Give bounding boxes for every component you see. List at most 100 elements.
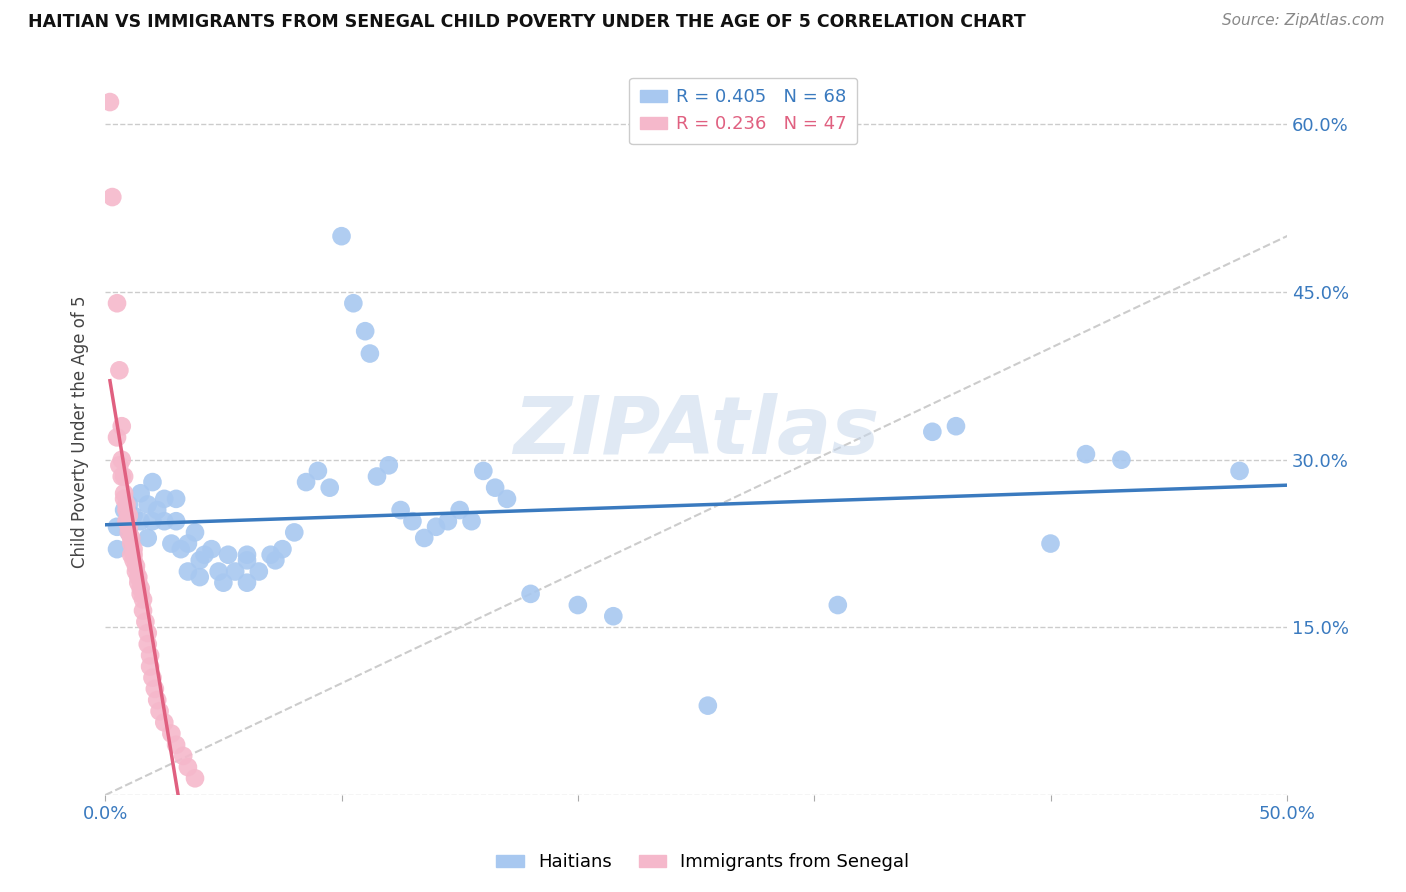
Point [472, 464, 495, 478]
Point [141, 671, 163, 685]
Point [212, 575, 235, 590]
Point [125, 558, 148, 573]
Point [112, 469, 135, 483]
Point [921, 425, 943, 439]
Point [118, 520, 141, 534]
Point [129, 582, 152, 596]
Point [519, 587, 541, 601]
Point [153, 715, 176, 730]
Point [111, 419, 134, 434]
Point [224, 565, 246, 579]
Point [602, 609, 624, 624]
Point [105, 430, 128, 444]
Point [188, 570, 211, 584]
Point [165, 738, 187, 752]
Point [139, 659, 162, 673]
Point [330, 229, 353, 244]
Point [160, 726, 183, 740]
Point [122, 548, 145, 562]
Point [127, 575, 149, 590]
Point [98, 95, 121, 109]
Point [136, 637, 159, 651]
Point [184, 772, 207, 786]
Point [115, 514, 138, 528]
Point [319, 481, 342, 495]
Legend: Haitians, Immigrants from Senegal: Haitians, Immigrants from Senegal [489, 847, 917, 879]
Point [696, 698, 718, 713]
Point [101, 190, 124, 204]
Point [271, 542, 294, 557]
Legend: R = 0.405   N = 68, R = 0.236   N = 47: R = 0.405 N = 68, R = 0.236 N = 47 [628, 78, 858, 145]
Point [165, 491, 187, 506]
Point [127, 570, 149, 584]
Point [177, 760, 200, 774]
Point [118, 525, 141, 540]
Point [118, 498, 141, 512]
Point [122, 508, 145, 523]
Text: ZIPAtlas: ZIPAtlas [513, 392, 879, 471]
Point [112, 491, 135, 506]
Point [141, 475, 163, 489]
Point [401, 514, 423, 528]
Point [193, 548, 215, 562]
Point [118, 508, 141, 523]
Point [1229, 464, 1251, 478]
Point [342, 296, 364, 310]
Point [567, 598, 589, 612]
Point [496, 491, 519, 506]
Point [141, 514, 163, 528]
Point [115, 503, 138, 517]
Point [184, 525, 207, 540]
Point [136, 626, 159, 640]
Point [1111, 452, 1133, 467]
Point [188, 553, 211, 567]
Point [112, 503, 135, 517]
Point [160, 536, 183, 550]
Point [129, 587, 152, 601]
Point [108, 458, 131, 473]
Point [378, 458, 401, 473]
Point [132, 592, 155, 607]
Point [366, 469, 388, 483]
Point [120, 531, 142, 545]
Point [153, 491, 176, 506]
Point [1039, 536, 1062, 550]
Point [389, 503, 412, 517]
Point [259, 548, 281, 562]
Point [146, 503, 169, 517]
Point [413, 531, 436, 545]
Point [105, 542, 128, 557]
Point [307, 464, 329, 478]
Point [460, 514, 482, 528]
Text: Source: ZipAtlas.com: Source: ZipAtlas.com [1222, 13, 1385, 29]
Point [437, 514, 460, 528]
Point [120, 536, 142, 550]
Point [122, 542, 145, 557]
Point [134, 615, 156, 629]
Point [153, 514, 176, 528]
Point [118, 525, 141, 540]
Point [139, 648, 162, 663]
Point [177, 536, 200, 550]
Point [136, 531, 159, 545]
Point [108, 363, 131, 377]
Point [200, 542, 222, 557]
Point [111, 469, 134, 483]
Point [122, 553, 145, 567]
Point [129, 514, 152, 528]
Point [236, 548, 259, 562]
Point [827, 598, 849, 612]
Point [143, 681, 166, 696]
Point [283, 525, 305, 540]
Point [172, 748, 194, 763]
Point [425, 520, 447, 534]
Point [177, 565, 200, 579]
Point [208, 565, 231, 579]
Point [945, 419, 967, 434]
Point [295, 475, 318, 489]
Point [165, 514, 187, 528]
Point [129, 486, 152, 500]
Point [112, 486, 135, 500]
Point [1074, 447, 1097, 461]
Point [148, 704, 170, 718]
